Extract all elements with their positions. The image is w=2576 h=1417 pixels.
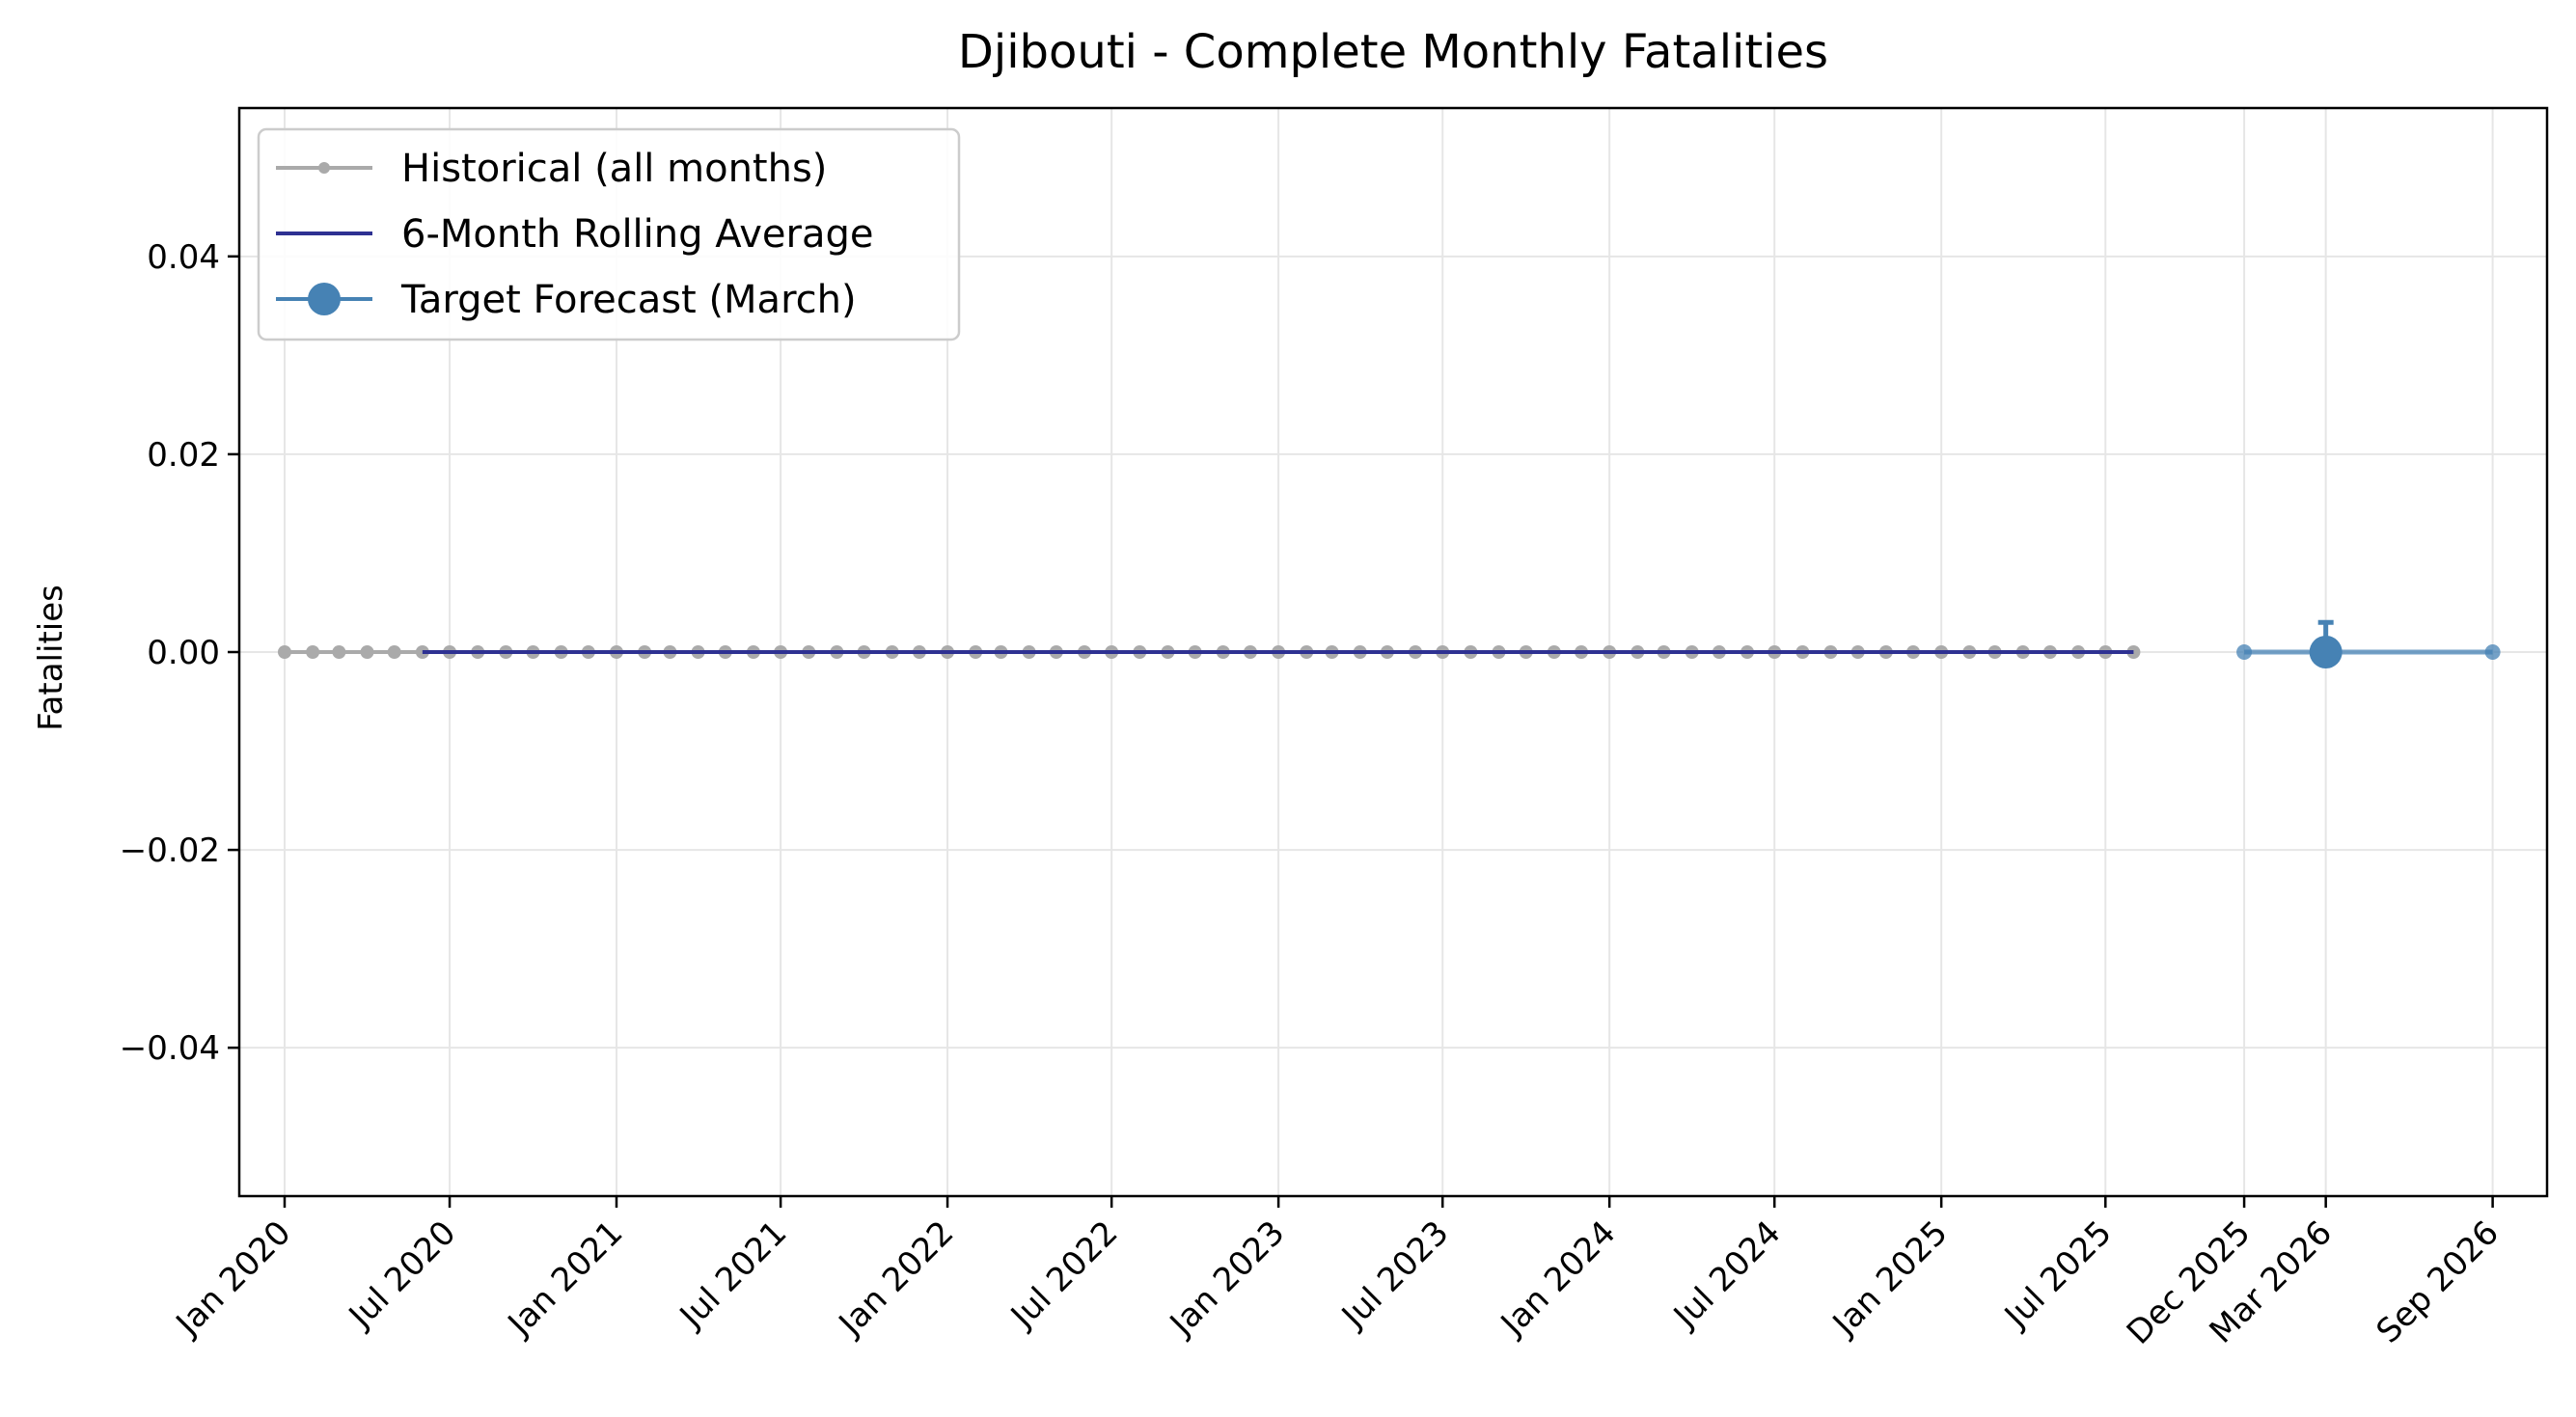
plot-series	[277, 619, 2501, 668]
legend-label-rolling-average: 6-Month Rolling Average	[401, 212, 874, 257]
legend-box	[257, 127, 961, 341]
legend-marker-target-forecast	[308, 283, 341, 315]
forecast-target-point	[2309, 636, 2343, 668]
chart-title: Djibouti - Complete Monthly Fatalities	[958, 25, 1828, 79]
y-tick-label: 0.00	[147, 634, 220, 672]
historical-point	[306, 645, 320, 659]
forecast-point	[2236, 644, 2253, 660]
historical-point	[332, 645, 346, 659]
legend: Historical (all months) 6-Month Rolling …	[257, 127, 961, 341]
forecast-point	[2484, 644, 2501, 660]
legend-marker-historical	[318, 162, 330, 174]
legend-label-historical: Historical (all months)	[401, 147, 827, 191]
historical-point	[360, 645, 374, 659]
y-tick-label: 0.02	[147, 436, 220, 475]
legend-label-target-forecast: Target Forecast (March)	[400, 278, 857, 322]
y-axis-label: Fatalities	[32, 585, 70, 731]
historical-point	[387, 645, 401, 659]
y-tick-label: 0.04	[147, 238, 220, 277]
y-tick-label: −0.04	[120, 1029, 220, 1068]
y-tick-label: −0.02	[120, 831, 220, 870]
y-axis-ticks: −0.04 −0.02 0.00 0.02 0.04	[120, 238, 239, 1068]
historical-point	[277, 645, 291, 659]
